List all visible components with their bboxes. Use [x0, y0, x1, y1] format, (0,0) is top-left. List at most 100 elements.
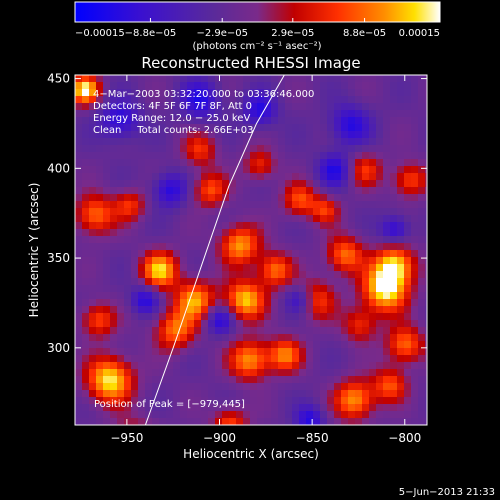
heatmap-cell — [82, 271, 90, 279]
heatmap-cell — [271, 180, 279, 188]
heatmap-cell — [299, 334, 307, 342]
heatmap-cell — [201, 208, 209, 216]
heatmap-cell — [271, 376, 279, 384]
heatmap-cell — [110, 159, 118, 167]
heatmap-cell — [264, 404, 272, 412]
heatmap-cell — [264, 103, 272, 111]
colorbar-ticks: −0.00015 −8.8e−05 −2.9e−05 2.9e−05 8.8e−05 0.… — [74, 18, 441, 39]
heatmap-cell — [89, 159, 97, 167]
heatmap-cell — [103, 271, 111, 279]
heatmap-cell — [250, 75, 258, 83]
heatmap-cell — [397, 131, 405, 139]
heatmap-cell — [173, 208, 181, 216]
heatmap-cell — [369, 194, 377, 202]
heatmap-cell — [418, 236, 426, 244]
heatmap-cell — [243, 285, 251, 293]
heatmap-cell — [229, 89, 237, 97]
heatmap-cell — [103, 145, 111, 153]
heatmap-cell — [159, 341, 167, 349]
heatmap-cell — [390, 285, 398, 293]
heatmap-cell — [404, 404, 412, 412]
heatmap-cell — [215, 313, 223, 321]
heatmap-cell — [82, 96, 90, 104]
heatmap-cell — [208, 236, 216, 244]
heatmap-cell — [376, 124, 384, 132]
heatmap-cell — [362, 180, 370, 188]
heatmap-cell — [145, 180, 153, 188]
heatmap-cell — [131, 222, 139, 230]
heatmap-cell — [222, 208, 230, 216]
heatmap-cell — [194, 229, 202, 237]
heatmap-cell — [187, 131, 195, 139]
heatmap-cell — [208, 159, 216, 167]
footer-timestamp: 5−Jun−2013 21:33 — [399, 487, 495, 498]
heatmap-cell — [222, 376, 230, 384]
heatmap-cell — [201, 313, 209, 321]
heatmap-cell — [376, 390, 384, 398]
heatmap-cell — [124, 229, 132, 237]
heatmap-cell — [418, 159, 426, 167]
heatmap-cell — [390, 152, 398, 160]
heatmap-cell — [299, 117, 307, 125]
heatmap-cell — [117, 334, 125, 342]
heatmap-cell — [425, 390, 427, 398]
heatmap-cell — [243, 313, 251, 321]
heatmap-cell — [117, 96, 125, 104]
heatmap-cell — [180, 222, 188, 230]
heatmap-cell — [159, 166, 167, 174]
heatmap-cell — [89, 131, 97, 139]
heatmap-cell — [124, 271, 132, 279]
heatmap-cell — [383, 264, 391, 272]
heatmap-cell — [355, 355, 363, 363]
heatmap-cell — [180, 229, 188, 237]
heatmap-cell — [292, 215, 300, 223]
heatmap-cell — [215, 89, 223, 97]
heatmap-cell — [306, 404, 314, 412]
heatmap-cell — [138, 82, 146, 90]
heatmap-cell — [250, 194, 258, 202]
heatmap-cell — [271, 208, 279, 216]
heatmap-cell — [327, 89, 335, 97]
heatmap-cell — [397, 117, 405, 125]
heatmap-cell — [145, 131, 153, 139]
heatmap-cell — [264, 173, 272, 181]
heatmap-cell — [201, 222, 209, 230]
heatmap-cell — [278, 173, 286, 181]
heatmap-cell — [229, 369, 237, 377]
heatmap-cell — [341, 138, 349, 146]
heatmap-cell — [264, 320, 272, 328]
heatmap-cell — [173, 313, 181, 321]
heatmap-cell — [376, 103, 384, 111]
heatmap-cell — [250, 390, 258, 398]
heatmap-cell — [75, 383, 83, 391]
heatmap-cell — [173, 264, 181, 272]
heatmap-cell — [236, 166, 244, 174]
heatmap-cell — [138, 117, 146, 125]
heatmap-cell — [229, 131, 237, 139]
heatmap-cell — [383, 306, 391, 314]
heatmap-cell — [229, 110, 237, 118]
heatmap-cell — [383, 201, 391, 209]
heatmap-cell — [313, 103, 321, 111]
heatmap-cell — [124, 159, 132, 167]
heatmap-cell — [96, 201, 104, 209]
heatmap-cell — [257, 292, 265, 300]
heatmap-cell — [348, 82, 356, 90]
heatmap-cell — [117, 320, 125, 328]
heatmap-cell — [285, 348, 293, 356]
heatmap-cell — [348, 334, 356, 342]
heatmap-cell — [250, 124, 258, 132]
heatmap-cell — [348, 110, 356, 118]
heatmap-cell — [285, 131, 293, 139]
heatmap-cell — [250, 383, 258, 391]
heatmap-cell — [341, 222, 349, 230]
heatmap-cell — [194, 187, 202, 195]
heatmap-cell — [187, 376, 195, 384]
heatmap-cell — [75, 96, 83, 104]
heatmap-cell — [299, 397, 307, 405]
colorbar-tick-label: −0.00015 — [75, 28, 125, 39]
heatmap-cell — [425, 383, 427, 391]
heatmap-cell — [117, 201, 125, 209]
heatmap-cell — [362, 404, 370, 412]
heatmap-cell — [390, 313, 398, 321]
